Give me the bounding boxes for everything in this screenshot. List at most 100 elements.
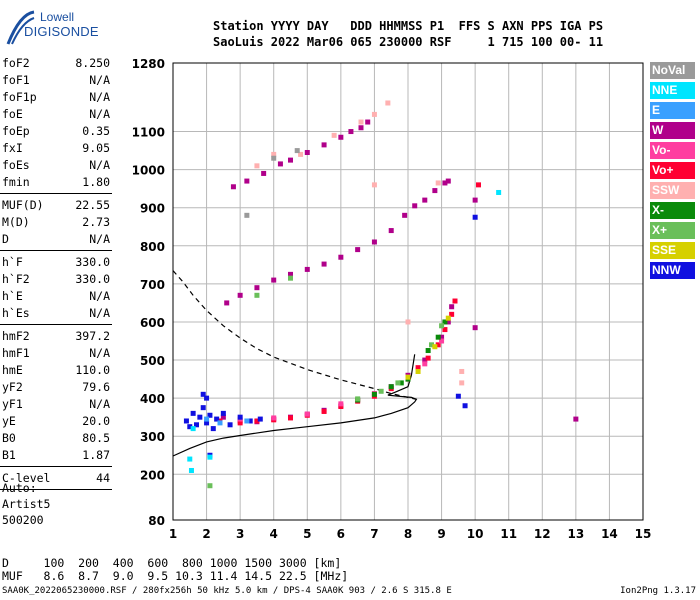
- data-point-w: [220, 414, 226, 420]
- lowell-digisonde-logo: Lowell DIGISONDE: [4, 8, 114, 50]
- data-point-ssw: [459, 368, 465, 374]
- x-tick-label: 1: [169, 527, 177, 541]
- param-value: 0.35: [82, 124, 110, 138]
- profile-solid-line: [172, 354, 418, 457]
- param-row: h`F2 330.0: [0, 271, 112, 288]
- data-point-w: [412, 203, 418, 209]
- param-row: yF2 79.6: [0, 379, 112, 396]
- param-row: M(D) 2.73: [0, 214, 112, 231]
- param-label: h`E: [2, 289, 23, 303]
- data-point-w: [358, 125, 364, 131]
- legend-item-w: W: [650, 122, 695, 139]
- distance-row: D 100 200 400 600 800 1000 1500 3000 [km…: [2, 556, 342, 570]
- data-point-x-: [378, 388, 384, 394]
- param-label: C-level: [2, 471, 51, 485]
- param-row: fmin 1.80: [0, 174, 112, 191]
- data-point-noval: [244, 212, 250, 218]
- x-tick-label: 6: [337, 527, 345, 541]
- data-point-ssw: [405, 319, 411, 325]
- param-value: 330.0: [75, 255, 110, 269]
- param-value: N/A: [89, 232, 110, 246]
- header-line2: SaoLuis 2022 Mar06 065 230000 RSF 1 715 …: [213, 35, 604, 49]
- data-point-nnw: [183, 418, 189, 424]
- x-tick-label: 3: [236, 527, 244, 541]
- param-label: D: [2, 232, 9, 246]
- param-row: fxI 9.05: [0, 140, 112, 157]
- data-point-nnw: [210, 426, 216, 432]
- data-point-x-: [425, 348, 431, 354]
- data-point-w: [254, 285, 260, 291]
- param-label: foF1: [2, 73, 30, 87]
- data-point-nne: [188, 467, 194, 473]
- data-point-w: [355, 247, 361, 253]
- param-separator: [0, 489, 112, 490]
- param-value: 80.5: [82, 431, 110, 445]
- x-tick-label: 5: [303, 527, 311, 541]
- data-point-nnw: [257, 416, 263, 422]
- data-point-x-: [254, 292, 260, 298]
- param-label: foE: [2, 107, 23, 121]
- data-point-vo-: [288, 415, 293, 421]
- x-tick-label: 7: [370, 527, 378, 541]
- data-point-nnw: [472, 214, 478, 220]
- data-point-vo-: [449, 311, 455, 317]
- param-value: N/A: [89, 107, 110, 121]
- data-point-e: [244, 418, 250, 424]
- param-row: foF1p N/A: [0, 89, 112, 106]
- param-value: 20.0: [82, 414, 110, 428]
- data-point-vo-: [254, 418, 260, 424]
- x-tick-label: 14: [601, 527, 618, 541]
- param-label: foF1p: [2, 90, 37, 104]
- data-point-x-: [371, 391, 377, 397]
- legend-item-e: E: [650, 102, 695, 119]
- data-point-ssw: [371, 182, 377, 188]
- param-separator: [0, 466, 112, 467]
- legend-item-ssw: SSW: [650, 182, 695, 199]
- data-point-vo-: [442, 327, 448, 333]
- data-point-w: [432, 188, 438, 194]
- auto-version: 500200: [2, 513, 44, 527]
- param-label: yE: [2, 414, 16, 428]
- y-tick-label: 1100: [132, 126, 165, 140]
- software-version: Ion2Png 1.3.17: [620, 586, 696, 596]
- data-point-w: [288, 271, 293, 277]
- plot-frame: [172, 62, 644, 521]
- data-point-vo-: [415, 365, 421, 371]
- data-point-sse: [405, 374, 411, 380]
- data-point-nnw: [214, 416, 220, 422]
- param-label: B1: [2, 448, 16, 462]
- y-tick-label: 700: [140, 278, 165, 292]
- data-point-nnw: [227, 422, 233, 428]
- param-value: 1.80: [82, 175, 110, 189]
- y-tick-label: 1280: [132, 57, 165, 71]
- data-point-x-: [398, 380, 404, 386]
- data-point-w: [224, 300, 230, 306]
- data-point-w: [442, 180, 448, 186]
- data-point-nnw: [190, 410, 196, 416]
- param-value: 22.55: [75, 198, 110, 212]
- data-point-w: [365, 119, 371, 125]
- data-point-nnw: [237, 414, 243, 420]
- logo-swoosh-icon: [6, 10, 35, 45]
- y-tick-label: 900: [140, 202, 165, 216]
- data-point-w: [321, 261, 327, 267]
- param-separator: [0, 324, 112, 325]
- param-row: h`Es N/A: [0, 305, 112, 322]
- station-header: Station YYYY DAY DDD HHMMSS P1 FFS S AXN…: [213, 18, 603, 50]
- param-row: foEp 0.35: [0, 123, 112, 140]
- data-point-w: [237, 292, 243, 298]
- x-tick-label: 10: [467, 527, 484, 541]
- logo-line2: DIGISONDE: [24, 24, 99, 39]
- data-point-noval: [271, 155, 277, 161]
- y-tick-label: 600: [140, 316, 165, 330]
- data-point-x-: [435, 334, 441, 340]
- legend-item-x-: X+: [650, 222, 695, 239]
- data-point-w: [230, 184, 236, 190]
- x-tick-label: 15: [635, 527, 652, 541]
- data-point-w: [261, 170, 267, 176]
- data-point-nne: [187, 456, 193, 462]
- data-point-nnw: [462, 403, 468, 409]
- data-point-sse: [415, 368, 421, 374]
- data-point-vo-: [439, 338, 445, 344]
- param-value: N/A: [89, 90, 110, 104]
